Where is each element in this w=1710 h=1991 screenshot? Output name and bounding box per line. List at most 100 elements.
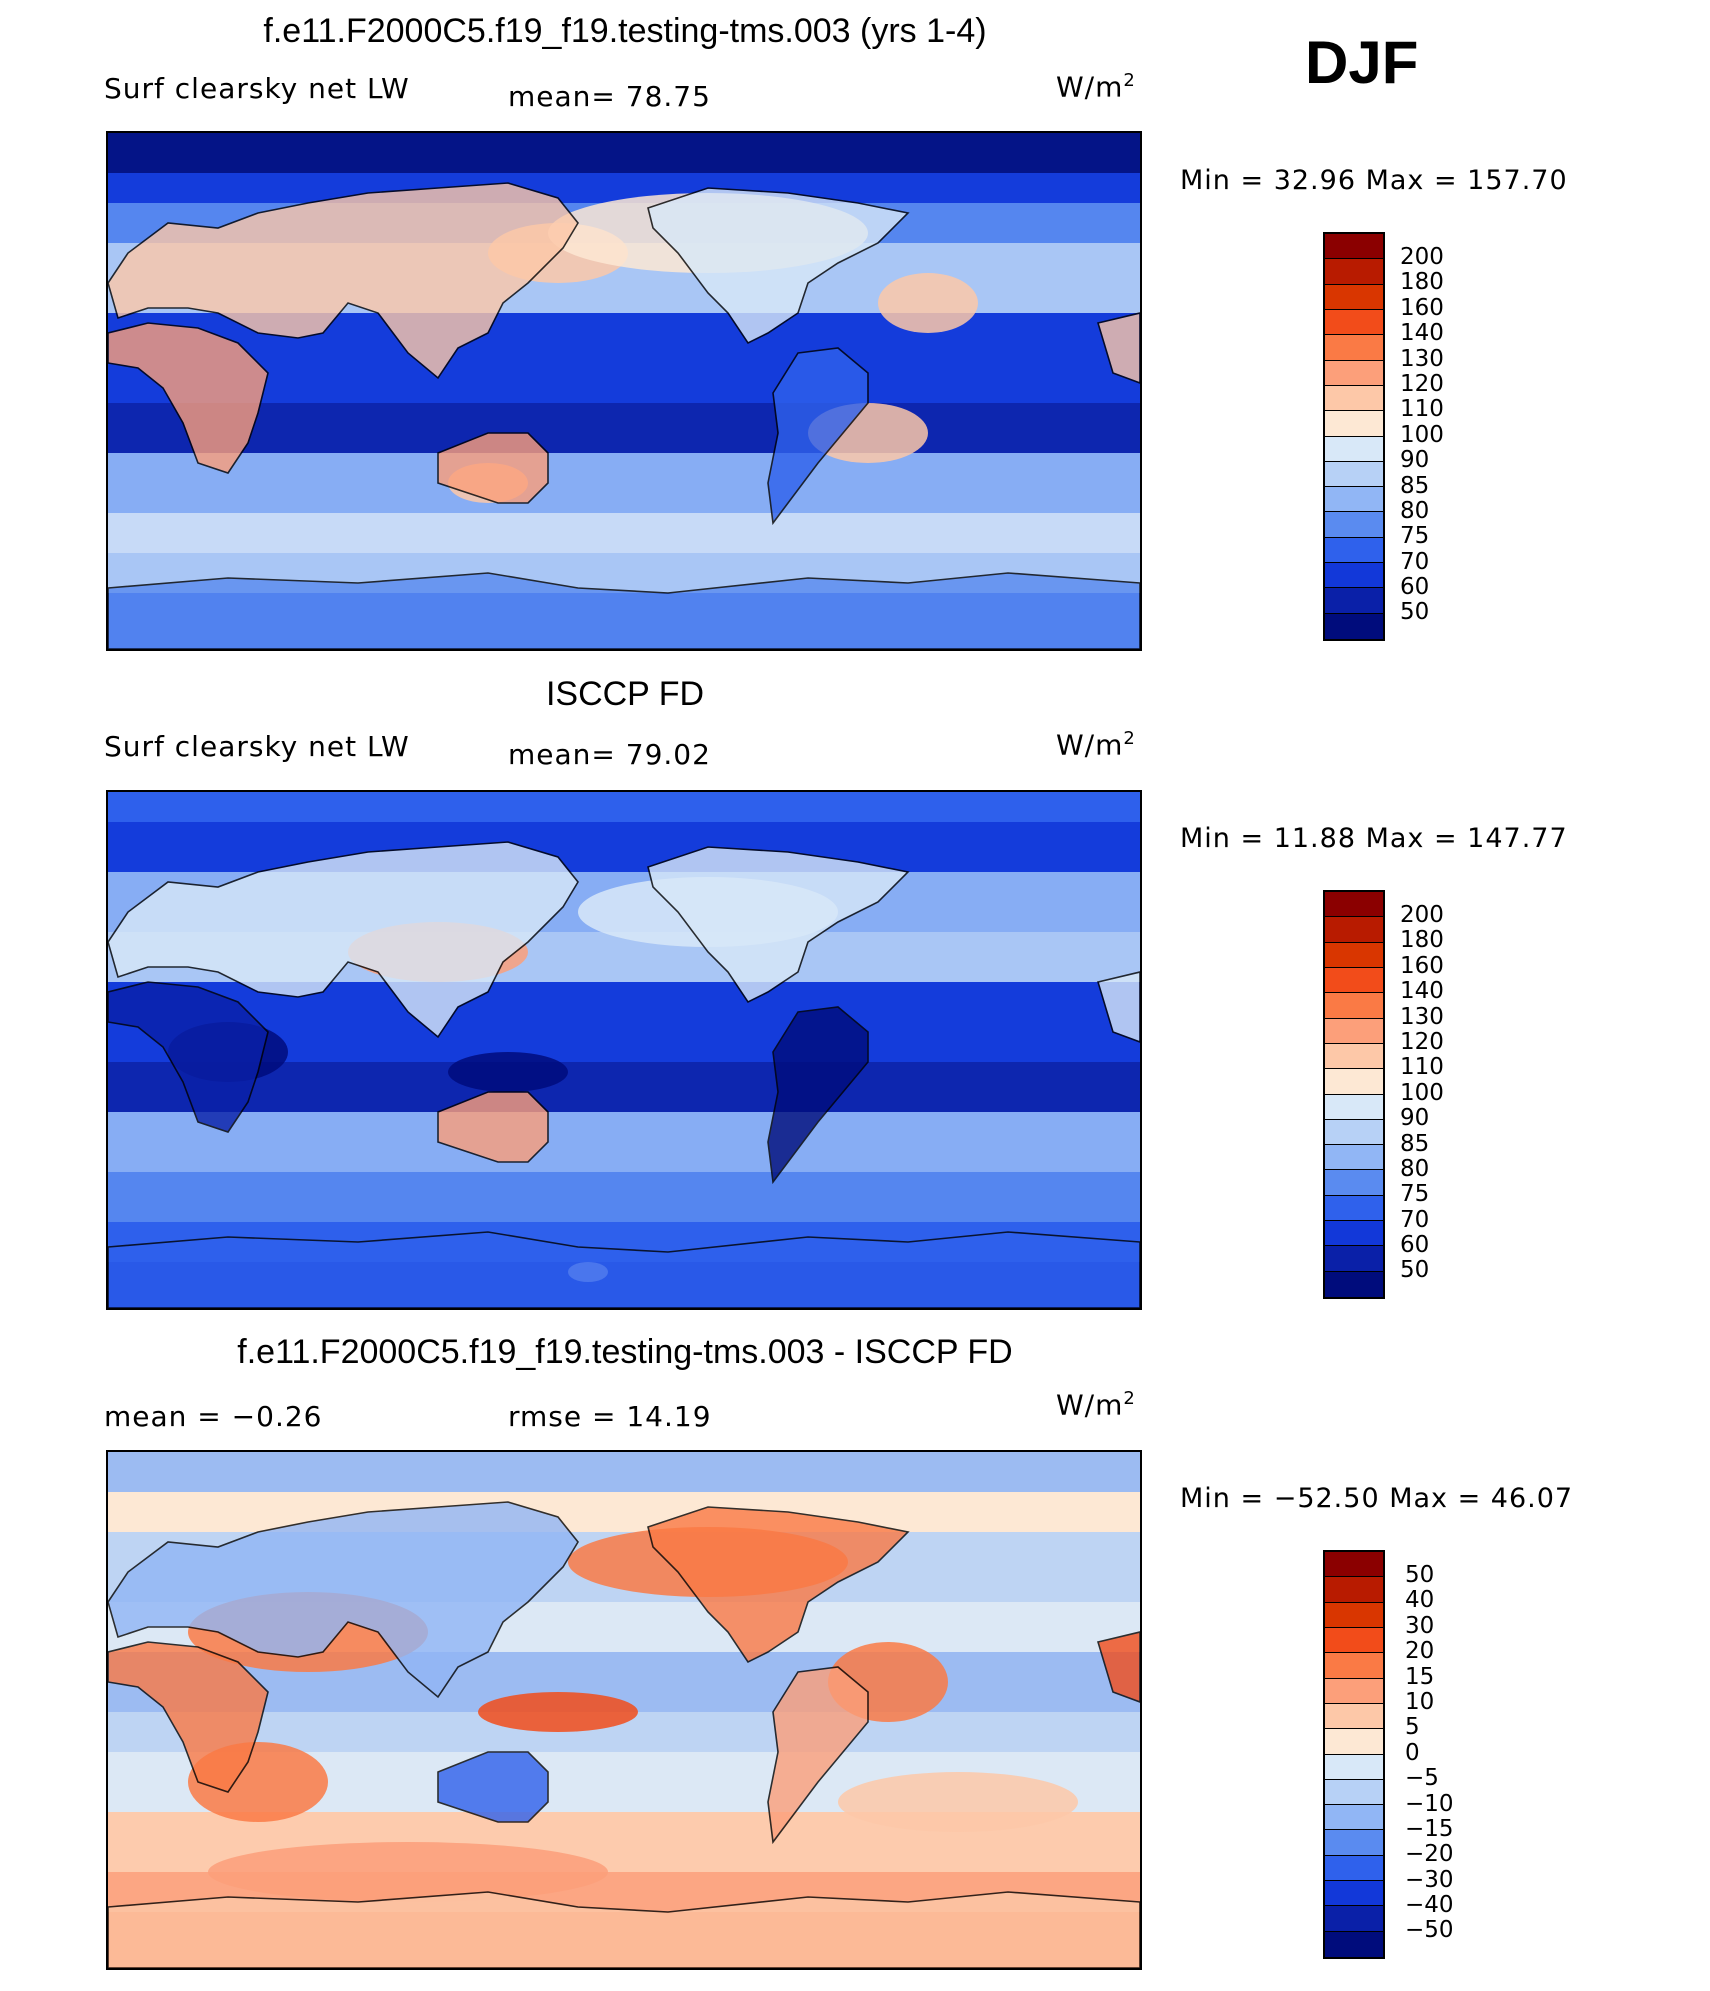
panel-2-variable-label: Surf clearsky net LW: [104, 730, 410, 763]
colorbar-swatch: [1325, 917, 1383, 943]
panel-3-colorbar: [1323, 1550, 1385, 1959]
colorbar-tick-label: 90: [1400, 1105, 1430, 1132]
colorbar-tick-label: 200: [1400, 902, 1444, 928]
colorbar-tick-label: 200: [1400, 244, 1444, 270]
colorbar-tick-label: 15: [1405, 1663, 1435, 1690]
colorbar-tick-label: 85: [1400, 472, 1430, 499]
panel-2-title: ISCCP FD: [545, 675, 705, 713]
colorbar-swatch: [1325, 436, 1383, 462]
colorbar-tick-label: 160: [1400, 294, 1444, 321]
panel-1-units: W/m2: [1056, 70, 1136, 103]
colorbar-tick-label: 0: [1405, 1739, 1420, 1766]
colorbar-swatch: [1325, 1170, 1383, 1196]
colorbar-tick-label: 20: [1405, 1638, 1435, 1665]
panel-2-units: W/m2: [1056, 728, 1136, 761]
colorbar-tick-label: −20: [1405, 1841, 1454, 1868]
colorbar-tick-label: 50: [1400, 599, 1430, 626]
panel-1-title: f.e11.F2000C5.f19_f19.testing-tms.003 (y…: [263, 12, 987, 50]
colorbar-tick-label: 130: [1400, 1003, 1444, 1030]
panel-3-units: W/m2: [1056, 1388, 1136, 1421]
colorbar-tick-label: −40: [1405, 1892, 1454, 1919]
panel-1-units-exponent: 2: [1123, 70, 1136, 91]
panel-2-units-exponent: 2: [1123, 728, 1136, 749]
colorbar-tick-label: 75: [1400, 523, 1430, 550]
colorbar-swatch: [1325, 309, 1383, 336]
colorbar-tick-label: 85: [1400, 1130, 1430, 1157]
season-label: DJF: [1305, 29, 1419, 96]
panel-1-mean-label: mean= 78.75: [508, 80, 711, 113]
colorbar-swatch: [1325, 1221, 1383, 1247]
panel-3-mean-label: mean = −0.26: [104, 1400, 323, 1433]
colorbar-swatch: [1325, 613, 1383, 639]
panel-1-map: [106, 131, 1142, 651]
colorbar-swatch: [1325, 259, 1383, 285]
colorbar-tick-label: 80: [1400, 497, 1430, 524]
colorbar-swatch: [1325, 537, 1383, 564]
colorbar-swatch: [1325, 563, 1383, 589]
panel-2-colorbar: [1323, 890, 1385, 1299]
colorbar-tick-label: 40: [1405, 1587, 1435, 1614]
colorbar-swatch: [1325, 588, 1383, 614]
colorbar-tick-label: −50: [1405, 1917, 1454, 1944]
colorbar-swatch: [1325, 335, 1383, 361]
colorbar-tick-label: 70: [1400, 548, 1430, 575]
colorbar-tick-label: 100: [1400, 1079, 1444, 1106]
panel-3-title: f.e11.F2000C5.f19_f19.testing-tms.003 - …: [237, 1333, 1013, 1371]
colorbar-swatch: [1325, 1830, 1383, 1856]
colorbar-swatch: [1325, 1069, 1383, 1095]
colorbar-swatch: [1325, 993, 1383, 1019]
panel-1-variable-label: Surf clearsky net LW: [104, 72, 410, 105]
colorbar-swatch: [1325, 1754, 1383, 1780]
colorbar-tick-label: −30: [1405, 1866, 1454, 1893]
colorbar-swatch: [1325, 1577, 1383, 1603]
colorbar-tick-label: −10: [1405, 1790, 1454, 1817]
colorbar-tick-label: 180: [1400, 927, 1444, 954]
colorbar-swatch: [1325, 1043, 1383, 1070]
panel-2-units-base: W/m: [1056, 728, 1124, 762]
colorbar-swatch: [1325, 1805, 1383, 1831]
colorbar-swatch: [1325, 1627, 1383, 1654]
panel-3-map: [106, 1450, 1142, 1970]
panel-2-map-svg: [108, 792, 1140, 1308]
panel-2-map: [106, 790, 1142, 1310]
colorbar-swatch: [1325, 1729, 1383, 1755]
colorbar-swatch: [1325, 1094, 1383, 1120]
colorbar-swatch: [1325, 234, 1383, 260]
colorbar-swatch: [1325, 1195, 1383, 1222]
colorbar-tick-label: 160: [1400, 952, 1444, 979]
colorbar-tick-label: 110: [1400, 1054, 1444, 1081]
colorbar-swatch: [1325, 1271, 1383, 1297]
colorbar-tick-label: 90: [1400, 447, 1430, 474]
panel-2-colorbar-ticks: 200 180 160 140 130 120 110 100 90 85 80 75 70 60 50: [1400, 902, 1444, 1284]
colorbar-swatch: [1325, 1881, 1383, 1907]
colorbar-tick-label: 10: [1405, 1688, 1435, 1715]
panel-3-map-svg: [108, 1452, 1140, 1968]
colorbar-swatch: [1325, 1678, 1383, 1704]
panel-3-minmax: Min = −52.50 Max = 46.07: [1180, 1483, 1574, 1514]
colorbar-swatch: [1325, 1779, 1383, 1806]
colorbar-swatch: [1325, 1653, 1383, 1679]
colorbar-tick-label: 5: [1405, 1714, 1420, 1741]
colorbar-tick-label: −5: [1405, 1765, 1439, 1792]
panel-1-colorbar: [1323, 232, 1385, 641]
colorbar-swatch: [1325, 1246, 1383, 1272]
colorbar-swatch: [1325, 1906, 1383, 1932]
colorbar-tick-label: 140: [1400, 978, 1444, 1005]
colorbar-swatch: [1325, 1552, 1383, 1578]
colorbar-swatch: [1325, 487, 1383, 513]
panel-1-colorbar-ticks: 200 180 160 140 130 120 110 100 90 85 80 75 70 60 50: [1400, 244, 1444, 626]
colorbar-tick-label: 50: [1405, 1562, 1435, 1588]
colorbar-tick-label: 120: [1400, 370, 1444, 397]
panel-3-colorbar-ticks: 50 40 30 20 15 10 5 0 −5 −10 −15 −20 −30 −40 −50: [1405, 1562, 1454, 1944]
panel-3-units-exponent: 2: [1123, 1388, 1136, 1409]
colorbar-tick-label: 70: [1400, 1206, 1430, 1233]
colorbar-swatch: [1325, 1855, 1383, 1882]
colorbar-tick-label: 75: [1400, 1181, 1430, 1208]
panel-3-units-base: W/m: [1056, 1388, 1124, 1422]
colorbar-swatch: [1325, 284, 1383, 310]
colorbar-tick-label: 60: [1400, 1232, 1430, 1259]
colorbar-swatch: [1325, 1119, 1383, 1146]
colorbar-tick-label: 110: [1400, 396, 1444, 423]
colorbar-tick-label: 30: [1405, 1612, 1435, 1639]
colorbar-tick-label: 80: [1400, 1155, 1430, 1182]
